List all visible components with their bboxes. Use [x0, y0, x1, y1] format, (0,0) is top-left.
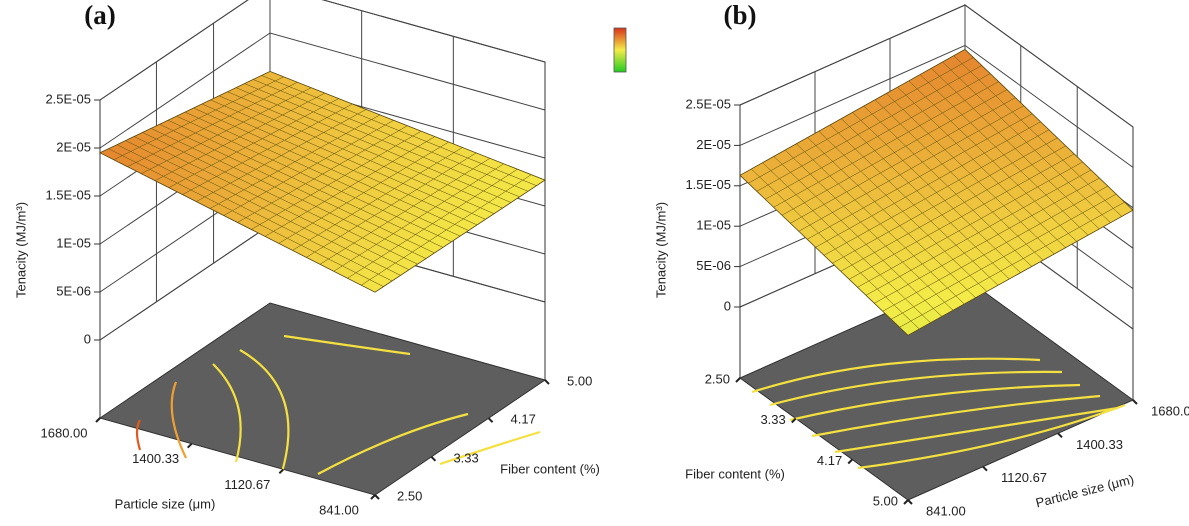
contour-line	[239, 349, 290, 473]
y-tick-label: 841.00	[926, 503, 966, 518]
z-tick-label: 0	[724, 298, 731, 313]
y-axis-title: Fiber content (%)	[500, 461, 600, 476]
contour-line	[751, 357, 1041, 394]
contour-line	[283, 334, 411, 356]
y-tick-label: 2.50	[397, 488, 422, 503]
panel-label: (a)	[84, 0, 115, 30]
tick-mark	[374, 494, 380, 500]
tick-mark	[186, 442, 193, 449]
x-tick-label: 1400.33	[132, 451, 179, 466]
tick-mark	[735, 377, 741, 383]
y-tick-label: 4.17	[511, 412, 536, 427]
response-surface	[99, 70, 546, 293]
tick-mark	[95, 417, 101, 423]
z-tick-label: 2.5E-05	[45, 91, 91, 106]
contour-line	[170, 381, 187, 459]
z-tick-label: 1E-05	[56, 235, 91, 250]
panel-label: (b)	[724, 0, 757, 30]
tick-mark	[1057, 432, 1063, 439]
tick-mark	[278, 468, 285, 475]
z-tick-label: 2E-05	[56, 139, 91, 154]
z-tick-label: 5E-06	[696, 258, 731, 273]
x-tick-label: 1120.67	[224, 477, 270, 492]
response-surface	[739, 48, 1134, 336]
contour-line	[317, 412, 469, 475]
y-tick-label: 3.33	[453, 450, 478, 465]
z-tick-label: 2E-05	[696, 137, 731, 152]
tick-mark	[982, 465, 988, 472]
tick-mark	[487, 417, 494, 423]
tick-mark	[907, 499, 913, 505]
contour-line	[834, 406, 1119, 454]
surface-plot: (a) 0 5E-06 1E-05 1.5E-05 2E-05 2.5E-05 1680.00…	[13, 0, 600, 517]
tick-mark	[847, 458, 853, 465]
tick-mark	[903, 499, 909, 505]
contour-line	[212, 363, 242, 463]
z-axis-title: Tenacity (MJ/m³)	[653, 202, 668, 298]
x-tick-label: 5.00	[873, 493, 898, 508]
x-tick-label: 4.17	[817, 453, 842, 468]
x-tick-label: 841.00	[319, 502, 359, 517]
contour-line	[769, 370, 1063, 407]
contour-line	[811, 394, 1101, 438]
z-tick-label: 1.5E-05	[685, 177, 731, 192]
tick-mark	[544, 379, 550, 385]
contour-line	[789, 383, 1081, 422]
z-tick-label: 1.5E-05	[45, 187, 91, 202]
tick-mark	[1132, 399, 1138, 405]
x-tick-label: 1680.00	[41, 425, 88, 440]
y-tick-label: 1680.00	[1151, 403, 1189, 418]
z-tick-label: 5E-06	[56, 283, 91, 298]
colorbar	[613, 27, 627, 73]
contour-line	[857, 403, 1126, 470]
y-tick-label: 1400.33	[1076, 437, 1123, 452]
contour-line	[135, 419, 142, 451]
contour-floor	[98, 302, 547, 496]
z-tick-label: 2.5E-05	[685, 96, 731, 111]
z-tick-label: 0	[84, 331, 91, 346]
x-axis-title: Fiber content (%)	[685, 466, 785, 481]
x-tick-label: 2.50	[705, 371, 730, 386]
y-tick-label: 1120.67	[1001, 470, 1047, 485]
tick-mark	[791, 417, 797, 424]
z-tick-label: 1E-05	[696, 218, 731, 233]
y-tick-label: 5.00	[567, 373, 592, 388]
x-tick-label: 3.33	[760, 412, 785, 427]
tick-mark	[430, 456, 437, 462]
surface-plot: (b) 0 5E-06 1E-05 1.5E-05 2E-05 2.5E-05 2.50 3.3…	[653, 0, 1189, 518]
x-axis-title: Particle size (μm)	[115, 496, 216, 511]
contour-line	[439, 430, 541, 466]
z-axis-title: Tenacity (MJ/m³)	[13, 202, 28, 298]
y-axis-title: Particle size (μm)	[1034, 472, 1135, 511]
